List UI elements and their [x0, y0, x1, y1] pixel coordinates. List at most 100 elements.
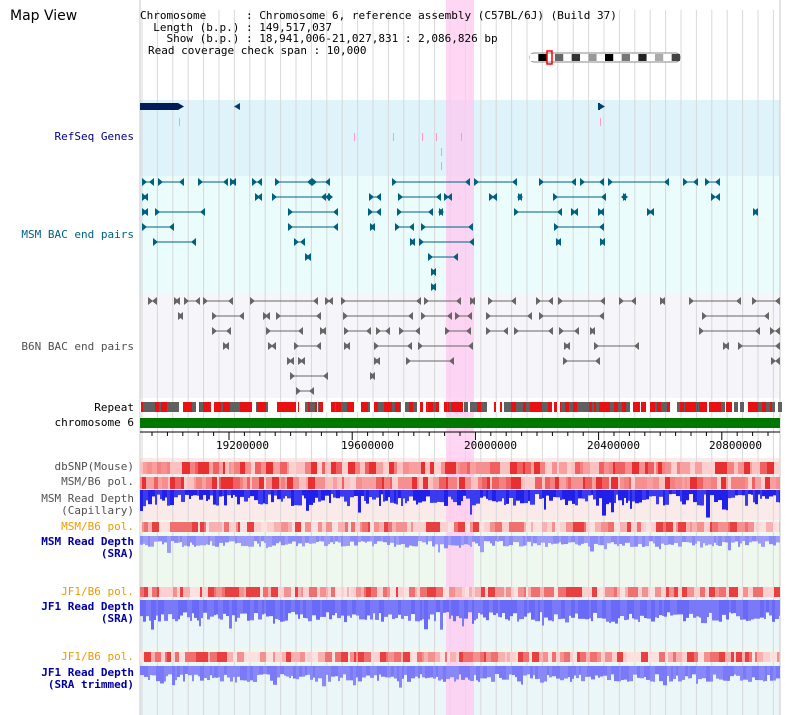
- msm-capillary-depth-bar: [294, 490, 298, 506]
- jf1-b6-pol-trimmed-band: [445, 652, 447, 662]
- jf1-sra-depth-bar: [363, 600, 365, 620]
- repeat-segment: [317, 402, 318, 412]
- jf1-b6-pol-trimmed-band: [386, 652, 388, 662]
- refseq-genes-label[interactable]: RefSeq Genes: [54, 130, 134, 143]
- msm-b6-pol-band: [446, 477, 448, 489]
- dbsnp-band: [389, 462, 394, 474]
- msm-b6-pol-band: [518, 477, 521, 489]
- b6n-bac-end: [752, 297, 757, 305]
- b6n-bac-end: [539, 312, 544, 320]
- repeat-segment: [658, 402, 660, 412]
- b6n-bac-end: [366, 327, 371, 335]
- msm-sra-depth-bar: [235, 536, 237, 544]
- jf1-trimmed-depth-bar: [726, 666, 730, 681]
- msm-b6-pol-sra-band: [400, 522, 407, 532]
- msm-capillary-depth-bar: [409, 490, 413, 497]
- msm-capillary-depth-bar: [457, 490, 461, 506]
- dbsnp-band: [441, 462, 445, 474]
- msm-capillary-depth-bar: [162, 490, 165, 501]
- jf1-trimmed-depth-bar: [512, 666, 515, 676]
- msm-capillary-depth-bar: [606, 490, 609, 505]
- dbsnp-band: [567, 462, 571, 474]
- msm-sra-depth-bar: [250, 536, 254, 547]
- msm-sra-depth-bar: [164, 536, 167, 543]
- dbsnp-band: [690, 462, 695, 474]
- b6n-bac-end: [574, 327, 579, 335]
- msm-sra-depth-bar: [758, 536, 761, 544]
- jf1-b6-pol-trimmed-band: [518, 652, 523, 662]
- msm-capillary-depth-bar: [254, 490, 258, 501]
- jf1-b6-pol-band: [377, 587, 380, 597]
- msm-bac-end: [600, 238, 605, 246]
- map-view-title: Map View: [10, 8, 78, 24]
- msm-b6-pol-sra-band: [754, 522, 756, 532]
- b6n-bac-label[interactable]: B6N BAC end pairs: [21, 340, 134, 353]
- repeat-segment: [327, 402, 331, 412]
- jf1-sra-depth-bar: [554, 600, 558, 615]
- repeat-segment: [289, 402, 292, 412]
- msm-sra-depth-bar: [682, 536, 686, 542]
- msm-b6-pol-sra-band: [515, 522, 517, 532]
- jf1-b6-pol-band: [495, 587, 502, 597]
- msm-b6-pol-sra-band: [641, 522, 646, 532]
- jf1-trimmed-depth-bar: [627, 666, 629, 682]
- jf1-b6-pol-band: [638, 587, 642, 597]
- msm-capillary-depth-bar: [524, 490, 528, 504]
- repeat-segment: [214, 402, 217, 412]
- jf1-b6-pol-trimmed-band: [412, 652, 417, 662]
- repeat-segment: [500, 402, 502, 412]
- msm-sra-depth-bar: [659, 536, 661, 550]
- msm-bac-label[interactable]: MSM BAC end pairs: [21, 228, 134, 241]
- jf1-trimmed-depth-bar: [611, 666, 614, 675]
- jf1-trimmed-depth-bar: [273, 666, 277, 685]
- jf1-trimmed-depth-bar: [240, 666, 243, 681]
- msm-b6-pol-sra-band: [470, 522, 473, 532]
- jf1-sra-depth-bar: [651, 600, 655, 622]
- repeat-segment: [277, 402, 281, 412]
- msm-capillary-depth-bar: [403, 490, 405, 499]
- msm-capillary-depth-bar: [244, 490, 248, 502]
- jf1-b6-pol-band: [183, 587, 190, 597]
- msm-capillary-depth-bar: [616, 490, 618, 495]
- msm-b6-pol-band: [344, 477, 350, 489]
- repeat-segment: [273, 402, 277, 412]
- msm-b6-pol-band: [150, 477, 154, 489]
- jf1-b6-pol-trimmed-band: [237, 652, 244, 662]
- repeat-segment: [409, 402, 413, 412]
- repeat-label: Repeat: [94, 401, 134, 414]
- msm-b6-pol-sra-band: [429, 522, 434, 532]
- jf1-trimmed-depth-bar: [465, 666, 468, 678]
- msm-bac-end: [153, 238, 158, 246]
- jf1-sra-depth-bar: [667, 600, 670, 613]
- jf1-b6-pol-band: [415, 587, 417, 597]
- msm-sra-depth-bar: [196, 536, 200, 546]
- jf1-sra-depth-bar: [207, 600, 210, 620]
- jf1-b6-pol-band: [242, 587, 244, 597]
- jf1-sra-depth-bar: [350, 600, 352, 618]
- jf1-sra-depth-bar: [401, 600, 404, 619]
- repeat-segment: [464, 402, 468, 412]
- jf1-sra-depth-bar: [751, 600, 754, 620]
- jf1-sra-depth-bar: [478, 600, 480, 613]
- jf1-trimmed-depth-bar: [552, 666, 556, 677]
- jf1-trimmed-depth-bar: [307, 666, 310, 675]
- msm-b6-pol-band: [281, 477, 285, 489]
- msm-capillary-depth-bar: [306, 490, 309, 511]
- repeat-segment: [637, 402, 640, 412]
- msm-capillary-depth-bar: [714, 490, 718, 503]
- msm-sra-depth-bar: [182, 536, 184, 547]
- jf1-b6-pol-band: [648, 587, 650, 597]
- repeat-segment: [433, 402, 436, 412]
- msm-b6-pol-band: [665, 477, 670, 489]
- msm-capillary-depth-bar: [753, 490, 755, 503]
- jf1-b6-pol-band: [341, 587, 344, 597]
- msm-capillary-depth-bar: [451, 490, 453, 500]
- jf1-sra-depth-bar: [332, 600, 335, 616]
- jf1-b6-pol-trimmed-band: [507, 652, 510, 662]
- repeat-segment: [312, 402, 315, 412]
- msm-b6-pol-sra-band: [345, 522, 348, 532]
- jf1-b6-pol-trimmed-band: [318, 652, 325, 662]
- chromosome-ideogram[interactable]: [530, 53, 680, 62]
- jf1-trimmed-depth-bar: [270, 666, 273, 681]
